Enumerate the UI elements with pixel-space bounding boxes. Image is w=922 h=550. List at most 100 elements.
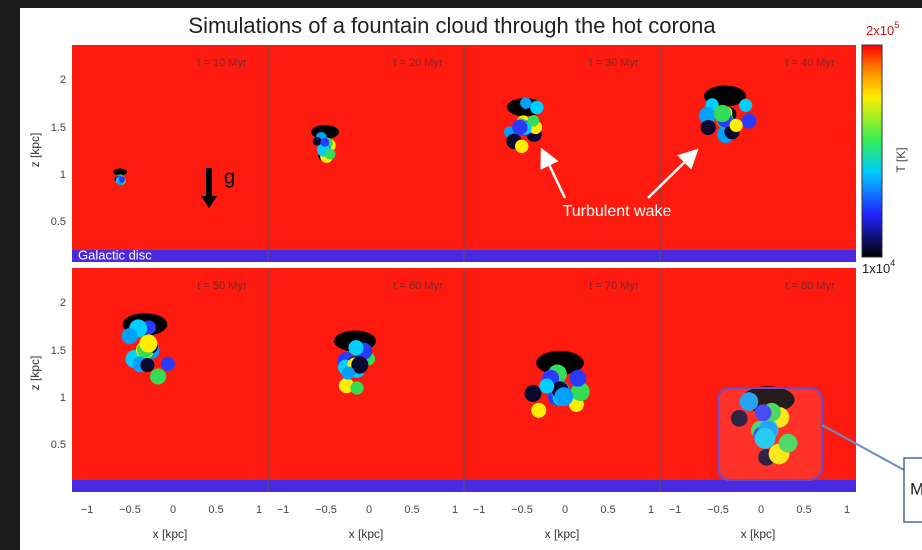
callout-line (821, 424, 905, 471)
x-axis-label: x [kpc] (741, 527, 776, 541)
z-axis-label: z [kpc] (28, 133, 42, 168)
cloud-blob (351, 356, 369, 374)
callout-text: M (910, 479, 922, 498)
cloud-blob (754, 427, 776, 449)
z-tick-label: 2 (60, 74, 66, 86)
x-tick-label: 0 (562, 504, 568, 516)
x-tick-label: 0.5 (600, 504, 615, 516)
cloud-blob (698, 106, 716, 125)
time-label: t = 30 Myr (589, 57, 639, 69)
colorbar-label: T [K] (894, 147, 908, 172)
colorbar-min-exp: 4 (890, 258, 895, 268)
x-tick-label: −0.5 (119, 504, 141, 516)
x-tick-label: 1 (256, 504, 262, 516)
cloud-blob (139, 334, 158, 353)
gravity-arrowhead (201, 196, 217, 208)
x-tick-label: −1 (473, 504, 486, 516)
cloud-blob (539, 378, 555, 394)
x-axis-label: x [kpc] (153, 527, 188, 541)
colorbar (861, 44, 883, 258)
cloud-blob (514, 139, 529, 154)
z-tick-label: 1.5 (51, 345, 66, 357)
x-tick-label: −0.5 (511, 504, 533, 516)
cloud-blob (700, 119, 716, 136)
x-axis-label: x [kpc] (545, 527, 580, 541)
cloud-blob (741, 113, 757, 129)
wake-arrow (647, 148, 699, 199)
cloud-blob (348, 340, 364, 356)
z-tick-label: 2 (60, 297, 66, 309)
cloud-blob (554, 387, 574, 407)
cloud-blob (754, 404, 772, 422)
x-tick-label: 0.5 (208, 504, 223, 516)
x-tick-label: −1 (81, 504, 94, 516)
title: Simulations of a fountain cloud through … (188, 13, 716, 38)
cloud-blob (312, 137, 322, 146)
x-axis-label: x [kpc] (349, 527, 384, 541)
x-tick-label: −1 (669, 504, 682, 516)
cloud-blob (150, 368, 167, 385)
z-tick-label: 1 (60, 392, 66, 404)
cloud-blob (739, 98, 753, 112)
panels: 2 1.5 1 0.5 z [kpc] 2 1.5 1 0.5 z [kpc] Galactic d… (28, 45, 856, 541)
x-tick-label: 1 (844, 504, 850, 516)
z-tick-label: 1.5 (51, 122, 66, 134)
cloud-blob (524, 385, 542, 402)
z-axis-label: z [kpc] (28, 356, 42, 391)
time-label: t = 80 Myr (785, 280, 835, 292)
cloud-blob (527, 115, 540, 127)
time-label: t = 70 Myr (589, 280, 639, 292)
cloud-blob (570, 382, 590, 402)
wake-label: Turbulent wake (563, 203, 672, 220)
cloud-blob (160, 356, 175, 371)
cloud-blob (118, 176, 125, 183)
colorbar-max-base: 2x10 (866, 23, 894, 38)
callout-box (903, 457, 922, 523)
z-tick-label: 1 (60, 169, 66, 181)
cloud-blob (531, 402, 547, 418)
x-tick-label: 0 (758, 504, 764, 516)
x-tick-label: −1 (277, 504, 290, 516)
cloud-blob (730, 409, 748, 427)
cloud-blob (324, 148, 336, 160)
cloud-blob (350, 381, 364, 395)
disc-label: Galactic disc (78, 247, 152, 262)
x-tick-label: 1 (452, 504, 458, 516)
wake-arrow (540, 147, 567, 199)
z-tick-label: 0.5 (51, 216, 66, 228)
colorbar-max-exp: 5 (894, 20, 899, 30)
cloud-blob (341, 366, 355, 380)
colorbar-min-base: 1x10 (862, 261, 890, 276)
cloud-blob (121, 328, 138, 345)
colorbar-min: 1x104 (862, 258, 895, 276)
x-tick-label: 0.5 (404, 504, 419, 516)
cloud-blob (778, 433, 798, 453)
cloud-blob (569, 369, 587, 387)
x-tick-label: −0.5 (707, 504, 729, 516)
time-label: t = 40 Myr (785, 57, 835, 69)
x-tick-label: 0 (170, 504, 176, 516)
time-label: t = 60 Myr (393, 280, 443, 292)
x-tick-label: 1 (648, 504, 654, 516)
cloud-blob (140, 358, 155, 373)
cloud-blob (338, 378, 355, 394)
colorbar-max: 2x105 (866, 20, 899, 38)
cloud-blob (713, 104, 732, 123)
z-tick-label: 0.5 (51, 439, 66, 451)
cloud-blob (320, 137, 330, 147)
cloud-blob (520, 97, 532, 109)
time-label: t = 20 Myr (393, 57, 443, 69)
time-label: t = 10 Myr (197, 57, 247, 69)
cloud-blob (530, 100, 544, 115)
cloud-head (113, 168, 127, 176)
cloud-blob (729, 118, 743, 132)
x-tick-label: −0.5 (315, 504, 337, 516)
highlight-box (717, 387, 823, 481)
cloud-blob (512, 119, 528, 135)
x-tick-label: 0 (366, 504, 372, 516)
cloud-head (536, 350, 584, 375)
gravity-label: g (224, 166, 235, 188)
time-label: t = 50 Myr (197, 280, 247, 292)
